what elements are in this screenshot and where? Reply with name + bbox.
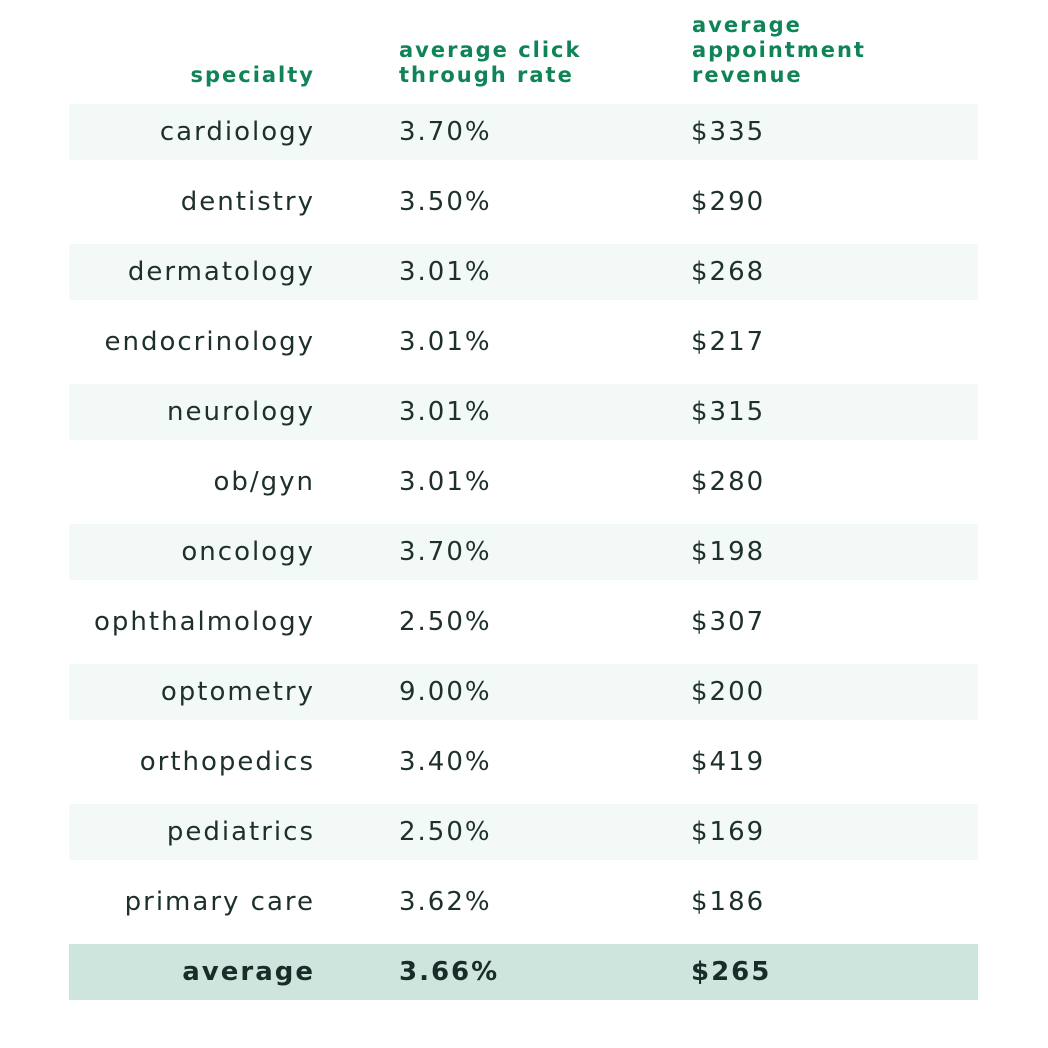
specialty-cell: average xyxy=(182,957,315,987)
appointment-revenue-cell: $307 xyxy=(691,607,766,637)
table-row: primary care 3.62% $186 xyxy=(69,874,978,944)
table-row: cardiology 3.70% $335 xyxy=(69,104,978,174)
table-row-average: average 3.66% $265 xyxy=(69,944,978,1014)
table-row: endocrinology 3.01% $217 xyxy=(69,314,978,384)
table-row: pediatrics 2.50% $169 xyxy=(69,804,978,874)
header-specialty: specialty xyxy=(190,63,315,88)
row-band xyxy=(69,104,978,160)
click-through-rate-cell: 9.00% xyxy=(399,677,492,707)
table-row: ob/gyn 3.01% $280 xyxy=(69,454,978,524)
specialty-cell: pediatrics xyxy=(166,817,315,847)
table-row: orthopedics 3.40% $419 xyxy=(69,734,978,804)
click-through-rate-cell: 3.01% xyxy=(399,467,492,497)
table-row: dermatology 3.01% $268 xyxy=(69,244,978,314)
header-specialty-line-1: specialty xyxy=(190,63,315,87)
appointment-revenue-cell: $198 xyxy=(691,537,766,567)
click-through-rate-cell: 2.50% xyxy=(399,817,492,847)
appointment-revenue-cell: $280 xyxy=(691,467,766,497)
header-revenue-line-1: average appointment xyxy=(692,13,866,62)
specialty-cell: endocrinology xyxy=(104,327,315,357)
header-ctr-line-2: through rate xyxy=(399,63,574,87)
row-band xyxy=(69,804,978,860)
specialty-table: specialty average click through rate ave… xyxy=(69,13,978,1014)
specialty-cell: dermatology xyxy=(127,257,315,287)
click-through-rate-cell: 3.70% xyxy=(399,537,492,567)
appointment-revenue-cell: $265 xyxy=(691,957,772,987)
click-through-rate-cell: 3.01% xyxy=(399,257,492,287)
row-band xyxy=(69,664,978,720)
table-row: dentistry 3.50% $290 xyxy=(69,174,978,244)
specialty-cell: cardiology xyxy=(159,117,315,147)
total-row-band xyxy=(69,944,978,1000)
click-through-rate-cell: 3.01% xyxy=(399,327,492,357)
appointment-revenue-cell: $217 xyxy=(691,327,766,357)
specialty-cell: oncology xyxy=(181,537,315,567)
specialty-cell: ob/gyn xyxy=(213,467,315,497)
click-through-rate-cell: 3.50% xyxy=(399,187,492,217)
appointment-revenue-cell: $169 xyxy=(691,817,766,847)
click-through-rate-cell: 3.70% xyxy=(399,117,492,147)
click-through-rate-cell: 3.66% xyxy=(399,957,500,987)
appointment-revenue-cell: $315 xyxy=(691,397,766,427)
row-band xyxy=(69,244,978,300)
row-band xyxy=(69,454,978,510)
header-revenue-line-2: revenue xyxy=(692,63,803,87)
header-ctr-line-1: average click xyxy=(399,38,582,62)
click-through-rate-cell: 3.62% xyxy=(399,887,492,917)
header-click-through-rate: average click through rate xyxy=(399,38,659,88)
table-row: ophthalmology 2.50% $307 xyxy=(69,594,978,664)
specialty-cell: neurology xyxy=(167,397,315,427)
row-band xyxy=(69,384,978,440)
appointment-revenue-cell: $200 xyxy=(691,677,766,707)
table-row: oncology 3.70% $198 xyxy=(69,524,978,594)
appointment-revenue-cell: $268 xyxy=(691,257,766,287)
appointment-revenue-cell: $419 xyxy=(691,747,766,777)
click-through-rate-cell: 3.01% xyxy=(399,397,492,427)
table-header: specialty average click through rate ave… xyxy=(69,13,978,104)
specialty-cell: orthopedics xyxy=(139,747,315,777)
table-row: neurology 3.01% $315 xyxy=(69,384,978,454)
appointment-revenue-cell: $186 xyxy=(691,887,766,917)
header-appointment-revenue: average appointment revenue xyxy=(692,13,982,88)
appointment-revenue-cell: $290 xyxy=(691,187,766,217)
specialty-cell: dentistry xyxy=(180,187,315,217)
row-band xyxy=(69,524,978,580)
click-through-rate-cell: 3.40% xyxy=(399,747,492,777)
table-body: cardiology 3.70% $335 dentistry 3.50% $290 der… xyxy=(69,104,978,1014)
table-row: optometry 9.00% $200 xyxy=(69,664,978,734)
specialty-cell: primary care xyxy=(124,887,315,917)
appointment-revenue-cell: $335 xyxy=(691,117,766,147)
click-through-rate-cell: 2.50% xyxy=(399,607,492,637)
specialty-cell: optometry xyxy=(160,677,315,707)
specialty-cell: ophthalmology xyxy=(94,607,315,637)
